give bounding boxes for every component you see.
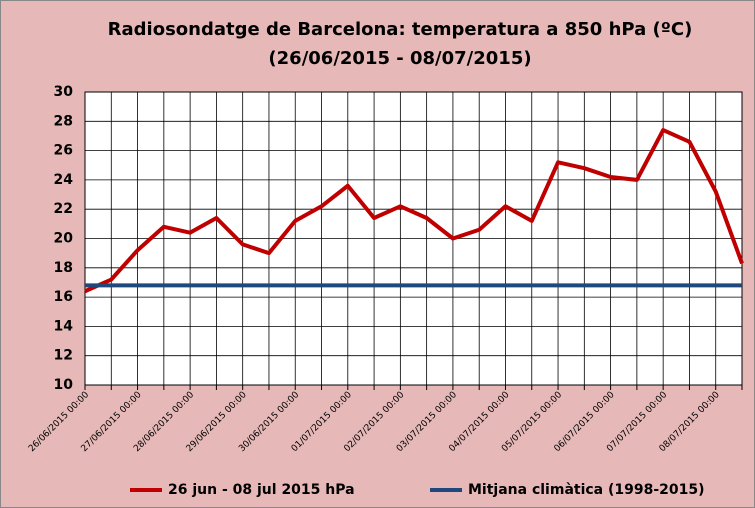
y-tick-label: 18 <box>54 260 73 276</box>
y-tick-label: 24 <box>54 172 74 188</box>
y-tick-label: 26 <box>54 143 73 159</box>
chart-subtitle: (26/06/2015 - 08/07/2015) <box>268 48 531 69</box>
y-tick-label: 20 <box>54 231 74 247</box>
y-tick-label: 10 <box>54 377 74 393</box>
legend-label: 26 jun - 08 jul 2015 hPa <box>168 482 355 498</box>
y-tick-label: 16 <box>54 289 73 305</box>
y-tick-label: 28 <box>54 113 73 129</box>
y-tick-label: 12 <box>54 348 73 364</box>
chart-title: Radiosondatge de Barcelona: temperatura … <box>108 19 693 40</box>
y-tick-label: 14 <box>54 318 74 334</box>
y-tick-label: 30 <box>54 84 74 100</box>
legend-label: Mitjana climàtica (1998-2015) <box>468 482 705 498</box>
series-line <box>84 128 744 294</box>
y-tick-label: 22 <box>54 201 73 217</box>
plot-border <box>84 91 743 386</box>
